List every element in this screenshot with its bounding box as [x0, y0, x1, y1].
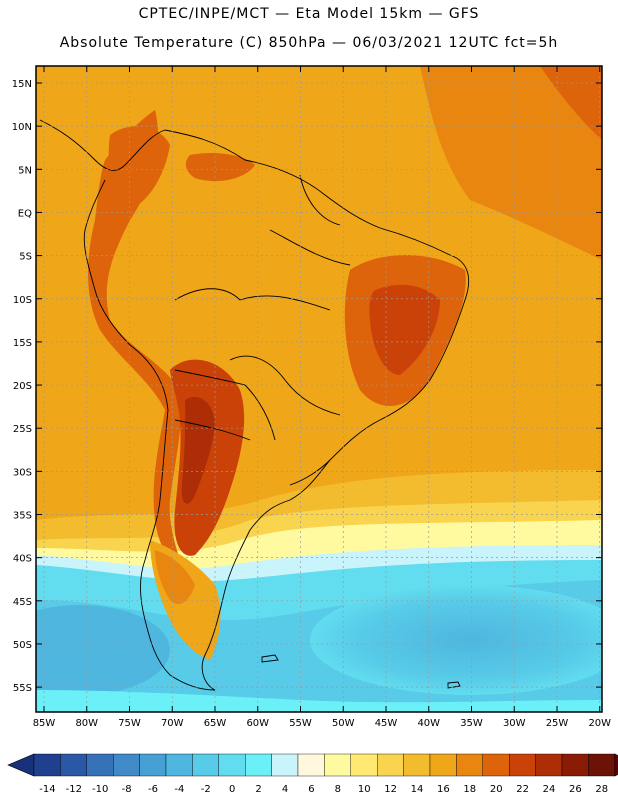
- colorbar-tick-label: -10: [92, 784, 108, 795]
- colorbar-tick-label: -12: [66, 784, 82, 795]
- lon-label: 45W: [375, 718, 398, 729]
- colorbar-tick-label: -8: [122, 784, 132, 795]
- lat-label: 25S: [13, 424, 32, 435]
- colorbar-swatch: [60, 753, 88, 777]
- colorbar-tick-label: -4: [174, 784, 184, 795]
- lat-label: 5N: [18, 165, 32, 176]
- colorbar-swatch: [429, 753, 457, 777]
- lat-label: 55S: [13, 683, 32, 694]
- lon-label: 75W: [118, 718, 141, 729]
- lat-label: EQ: [18, 208, 32, 219]
- colorbar-tick-label: -6: [148, 784, 158, 795]
- lat-label: 30S: [13, 467, 32, 478]
- colorbar-tick-label: 20: [490, 784, 503, 795]
- lat-label: 45S: [13, 597, 32, 608]
- colorbar-tick-label: 10: [358, 784, 371, 795]
- colorbar-tick-label: -14: [39, 784, 55, 795]
- colorbar-left-arrow: [7, 753, 35, 777]
- colorbar-tick-label: 8: [335, 784, 341, 795]
- colorbar-tick-label: 14: [411, 784, 424, 795]
- lat-lon-grid: [36, 66, 602, 712]
- lat-label: 50S: [13, 640, 32, 651]
- colorbar-tick-label: 2: [255, 784, 261, 795]
- colorbar-swatch: [33, 753, 61, 777]
- colorbar-tick-label: 18: [463, 784, 476, 795]
- colorbar-swatch: [588, 753, 616, 777]
- colorbar-swatch: [403, 753, 431, 777]
- colorbar-tick-label: 22: [516, 784, 529, 795]
- colorbar-swatch: [456, 753, 483, 777]
- temperature-map: 15N 10N 5N EQ 5S 10S 15S 20S 25S 30S 35S 40S 45S 50S 5…: [12, 65, 611, 729]
- map-title: CPTEC/INPE/MCT — Eta Model 15km — GFS: [138, 6, 480, 22]
- colorbar-swatch: [139, 753, 167, 777]
- lon-label: 55W: [289, 718, 312, 729]
- colorbar-tick-label: 28: [595, 784, 608, 795]
- colorbar-tick-label: 0: [229, 784, 235, 795]
- coastline: [39, 119, 470, 691]
- lat-label: 5S: [19, 252, 32, 263]
- map-subtitle: Absolute Temperature (C) 850hPa — 06/03/…: [59, 35, 559, 51]
- lat-label: 35S: [13, 511, 32, 522]
- lon-label: 65W: [204, 718, 227, 729]
- lon-label: 70W: [161, 718, 184, 729]
- colorbar-swatch: [244, 753, 272, 777]
- lon-label: 50W: [332, 718, 355, 729]
- colorbar-right-arrow: [614, 753, 618, 777]
- lon-label: 60W: [246, 718, 269, 729]
- colorbar-tick-label: 24: [543, 784, 556, 795]
- colorbar-swatch: [561, 753, 589, 777]
- lat-label: 10N: [12, 122, 32, 133]
- axis-ticks: [36, 66, 602, 712]
- colorbar-tick-label: -2: [201, 784, 211, 795]
- colorbar-swatch: [482, 753, 510, 777]
- colorbar-swatch: [377, 753, 404, 777]
- temperature-field: [36, 66, 602, 712]
- lat-label: 40S: [13, 554, 32, 565]
- lat-label: 10S: [13, 295, 32, 306]
- colorbar-tick-label: 26: [569, 784, 582, 795]
- lon-label: 85W: [33, 718, 56, 729]
- lat-label: 20S: [13, 381, 32, 392]
- colorbar-swatch: [192, 753, 219, 777]
- lat-label: 15S: [13, 338, 32, 349]
- lon-label: 30W: [503, 718, 526, 729]
- colorbar-swatch: [165, 753, 193, 777]
- longitude-labels: 85W 80W 75W 70W 65W 60W 55W 50W 45W 40W 35W 30W 25W 2…: [33, 718, 611, 729]
- lon-label: 20W: [588, 718, 611, 729]
- lat-label: 15N: [12, 79, 32, 90]
- colorbar-swatch: [535, 753, 563, 777]
- colorbar-swatch: [86, 753, 114, 777]
- colorbar-tick-label: 4: [282, 784, 288, 795]
- colorbar-tick-label: 16: [437, 784, 450, 795]
- colorbar-swatch: [112, 753, 140, 777]
- colorbar-swatch: [350, 753, 378, 777]
- lon-label: 40W: [417, 718, 440, 729]
- lon-label: 80W: [75, 718, 98, 729]
- colorbar-tick-label: 12: [384, 784, 397, 795]
- colorbar-swatch: [218, 753, 246, 777]
- temperature-colorbar: -14 -12 -10 -8 -6 -4 -2 0 2 4 6 8 10 12 14 16 18 20 22 24 26…: [7, 753, 618, 795]
- map-frame: [35, 65, 603, 713]
- lon-label: 35W: [460, 718, 483, 729]
- colorbar-swatch: [324, 753, 351, 777]
- colorbar-tick-label: 6: [308, 784, 314, 795]
- latitude-labels: 15N 10N 5N EQ 5S 10S 15S 20S 25S 30S 35S 40S 45S 50S 5…: [12, 79, 32, 694]
- lon-label: 25W: [546, 718, 569, 729]
- colorbar-swatch: [509, 753, 536, 777]
- colorbar-swatch: [297, 753, 325, 777]
- colorbar-swatch: [271, 753, 299, 777]
